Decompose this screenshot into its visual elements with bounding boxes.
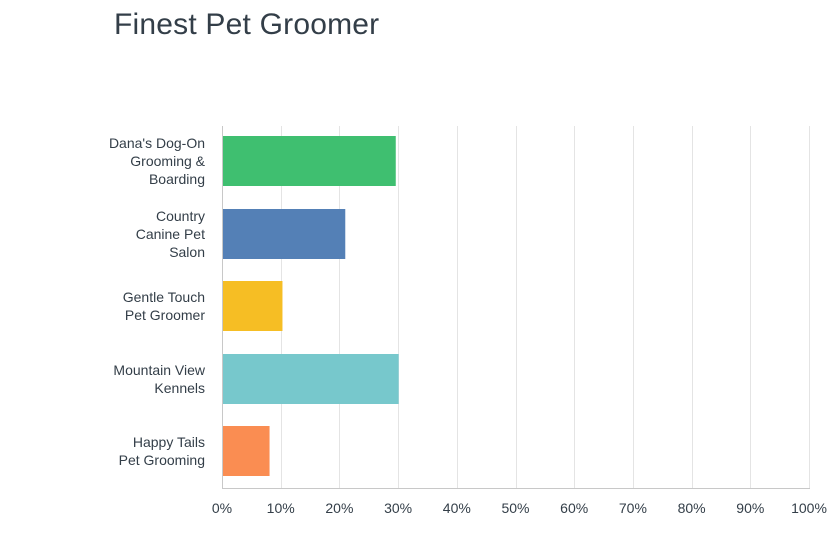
x-tick-label: 70% [619, 500, 647, 516]
bar [222, 209, 346, 259]
category-label: Dana's Dog-On Grooming & Boarding [109, 135, 206, 187]
x-tick-label: 30% [384, 500, 412, 516]
x-tick-label: 80% [678, 500, 706, 516]
bar [222, 426, 270, 476]
category-label: Mountain View Kennels [113, 362, 205, 396]
category-label: Happy Tails Pet Grooming [119, 434, 205, 468]
x-tick-label: 100% [791, 500, 827, 516]
bar [222, 281, 283, 331]
x-tick-label: 90% [736, 500, 764, 516]
x-tick-label: 50% [501, 500, 529, 516]
x-tick-label: 40% [443, 500, 471, 516]
x-tick-label: 60% [560, 500, 588, 516]
bar [222, 136, 396, 186]
x-tick-label: 0% [212, 500, 232, 516]
bar [222, 354, 399, 404]
x-tick-label: 20% [325, 500, 353, 516]
category-label: Gentle Touch Pet Groomer [123, 289, 206, 323]
chart-title: Finest Pet Groomer [114, 8, 380, 41]
category-label: Country Canine Pet Salon [136, 208, 205, 260]
x-tick-label: 10% [267, 500, 295, 516]
